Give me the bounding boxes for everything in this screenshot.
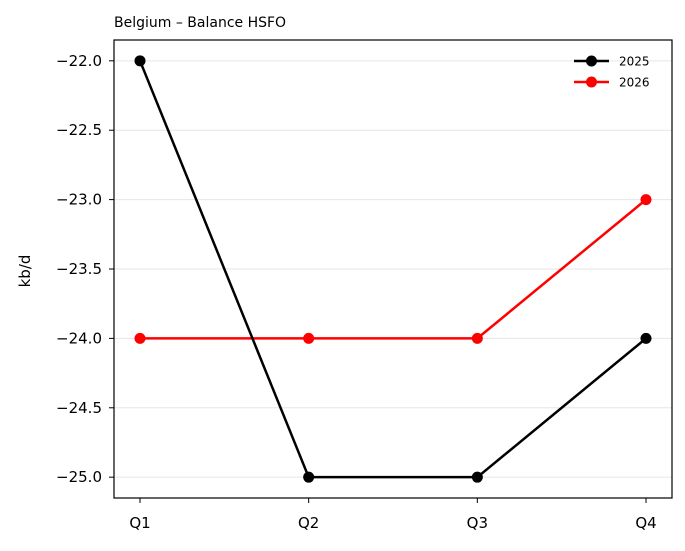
legend-marker-2026 — [586, 76, 597, 88]
data-point-2026 — [471, 332, 483, 344]
legend: 2025 2026 — [574, 55, 650, 90]
chart-title: Belgium – Balance HSFO — [114, 15, 286, 31]
y-tick-label: −24.5 — [56, 399, 102, 417]
legend-label: 2026 — [619, 76, 650, 90]
y-tick-label: −25.0 — [56, 468, 102, 486]
y-tick-label: −23.5 — [56, 260, 102, 278]
plot-area-frame — [113, 39, 673, 499]
y-tick-label: −22.0 — [56, 52, 102, 70]
x-tick-label: Q1 — [129, 514, 150, 532]
x-tick-label: Q4 — [635, 514, 656, 532]
series-lines — [134, 55, 652, 483]
gridlines — [114, 60, 672, 478]
x-tick-label: Q2 — [298, 514, 319, 532]
x-tick-label: Q3 — [467, 514, 488, 532]
y-tick-label: −23.0 — [56, 191, 102, 209]
data-point-2025 — [471, 471, 483, 483]
legend-label: 2025 — [619, 55, 650, 69]
data-point-2025 — [134, 55, 146, 67]
data-point-2026 — [134, 332, 146, 344]
y-tick-label: −24.0 — [56, 329, 102, 347]
data-point-2025 — [303, 471, 315, 483]
series-line-2025 — [138, 60, 647, 479]
data-point-2026 — [303, 332, 315, 344]
series-line-2026 — [140, 198, 647, 340]
data-point-2025 — [640, 332, 652, 344]
y-axis-title: kb/d — [16, 255, 34, 288]
data-point-2026 — [640, 194, 652, 206]
y-tick-label: −22.5 — [56, 121, 102, 139]
axis-ticks: −22.0 −22.5 −23.0 −23.5 −24.0 −24.5 −25.0 Q1 Q2 Q… — [56, 52, 657, 532]
legend-marker-2025 — [586, 55, 597, 67]
